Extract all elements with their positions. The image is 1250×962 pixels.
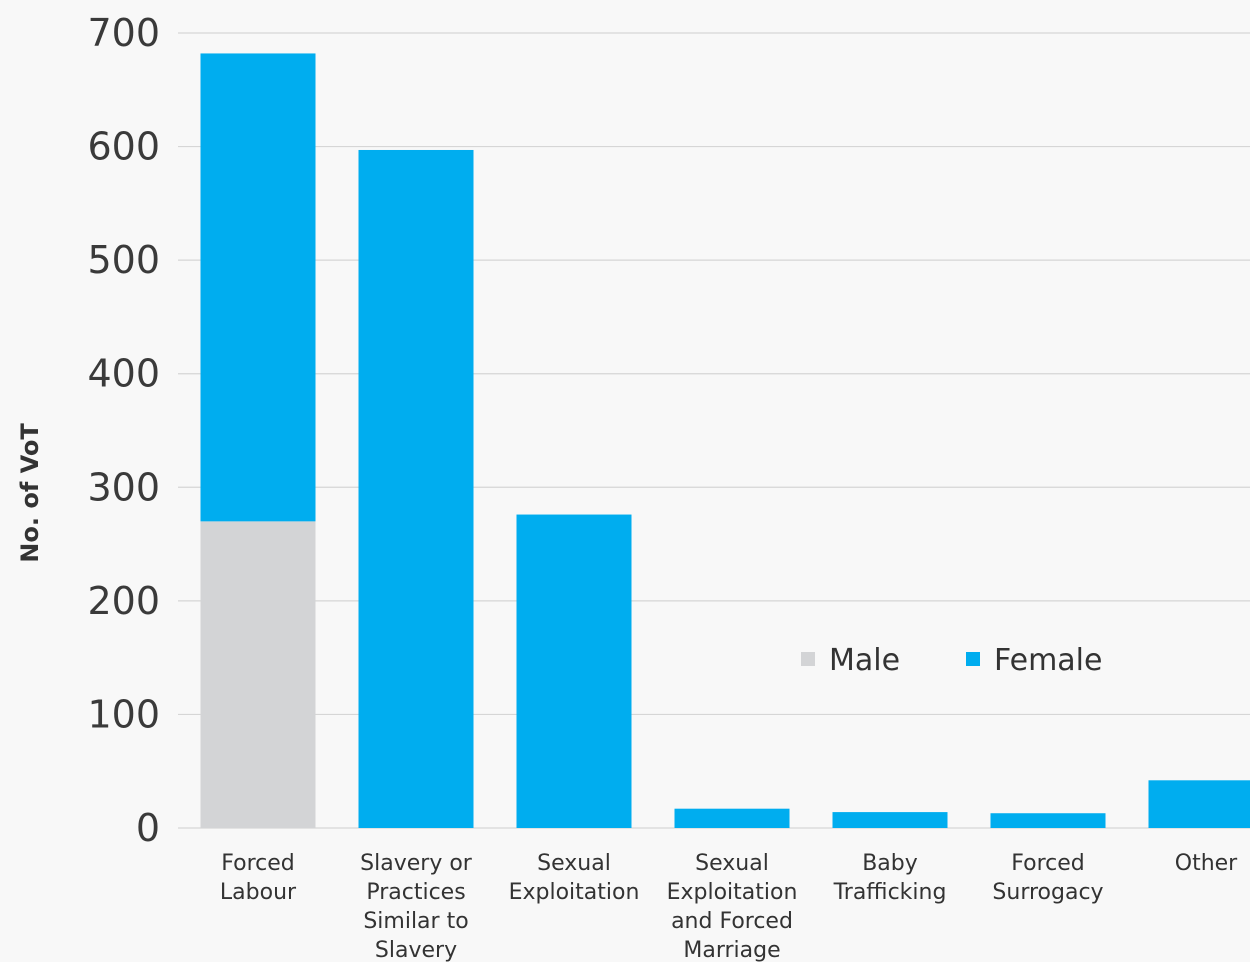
- bar-female-1: [358, 149, 474, 828]
- bar-female-5: [990, 813, 1106, 828]
- x-tick-label-line: Baby: [862, 851, 918, 876]
- legend-swatch-female: [966, 652, 980, 666]
- x-tick-label: Baby Trafficking: [833, 851, 947, 905]
- y-tick-label: 200: [87, 579, 160, 623]
- y-tick-label: 500: [87, 238, 160, 282]
- bar-female-2: [516, 514, 632, 828]
- x-axis-ticks: Forced Labour Slavery or Practices Similar t…: [220, 851, 1238, 962]
- x-tick-label-line: Other: [1175, 851, 1238, 876]
- x-tick-label-line: Sexual: [537, 851, 611, 876]
- legend: Male Female: [801, 643, 1102, 678]
- x-tick-label: Sexual Exploitation and Forced Marriage: [667, 851, 798, 962]
- x-tick-label: Slavery or Practices Similar to Slavery: [360, 851, 473, 962]
- x-tick-label-line: Exploitation: [667, 880, 798, 905]
- x-tick-label-line: Labour: [220, 880, 297, 905]
- bar-female-6: [1148, 780, 1250, 828]
- x-tick-label-line: Practices: [366, 880, 465, 905]
- legend-swatch-male: [801, 652, 815, 666]
- x-tick-label-line: Sexual: [695, 851, 769, 876]
- x-tick-label: Forced Surrogacy: [992, 851, 1103, 905]
- legend-label-male: Male: [829, 643, 900, 678]
- y-tick-label: 0: [136, 806, 160, 850]
- x-tick-label-line: Surrogacy: [992, 880, 1103, 905]
- x-tick-label-line: Trafficking: [833, 880, 947, 905]
- x-tick-label-line: and Forced: [671, 909, 793, 934]
- x-tick-label-line: Similar to: [363, 909, 468, 934]
- bar-male-0: [200, 521, 316, 828]
- bar-female-0: [200, 53, 316, 522]
- y-tick-label: 700: [87, 11, 160, 55]
- x-tick-label-line: Marriage: [683, 938, 780, 962]
- x-tick-label-line: Slavery or: [360, 851, 473, 876]
- y-tick-label: 600: [87, 125, 160, 169]
- y-axis-ticks: 0 100 200 300 400 500 600 700: [87, 11, 160, 850]
- x-tick-label-line: Forced: [1011, 851, 1085, 876]
- y-tick-label: 300: [87, 465, 160, 509]
- x-tick-label-line: Exploitation: [509, 880, 640, 905]
- x-tick-label: Forced Labour: [220, 851, 297, 905]
- x-tick-label: Sexual Exploitation: [509, 851, 640, 905]
- x-tick-label-line: Forced: [221, 851, 295, 876]
- bar-female-3: [674, 808, 790, 828]
- bar-female-4: [832, 812, 948, 828]
- y-axis-label: No. of VoT: [16, 423, 44, 563]
- bars: [200, 53, 1250, 828]
- legend-label-female: Female: [994, 643, 1102, 678]
- y-tick-label: 400: [87, 352, 160, 396]
- y-tick-label: 100: [87, 692, 160, 736]
- x-tick-label: Other: [1175, 851, 1238, 876]
- gridlines: [178, 32, 1250, 829]
- x-tick-label-line: Slavery: [375, 938, 457, 962]
